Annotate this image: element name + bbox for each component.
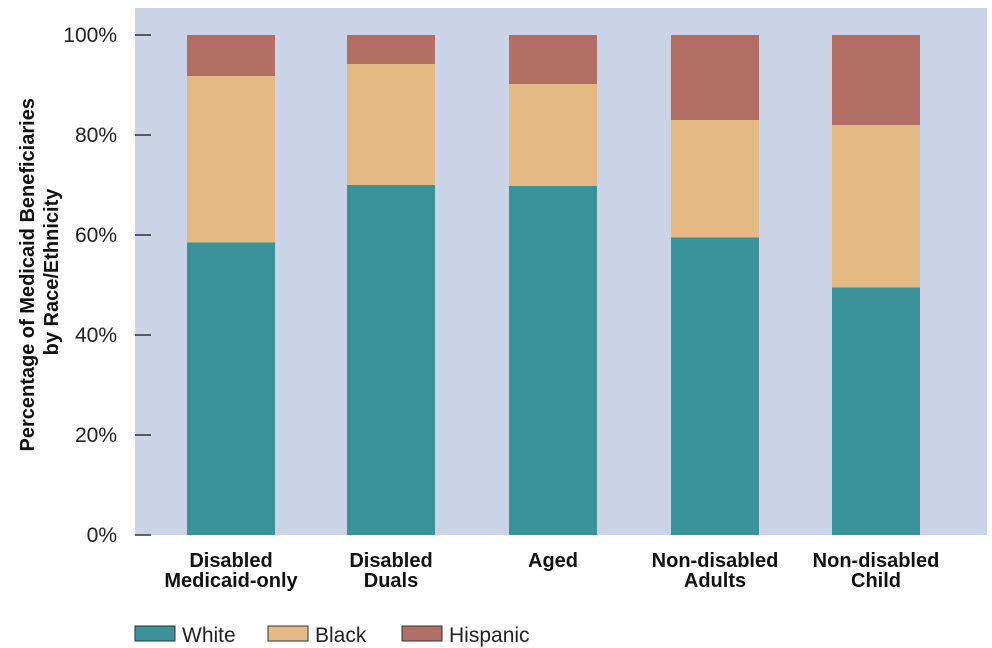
legend-swatch-black: [267, 625, 309, 642]
legend-swatch-white: [134, 625, 176, 642]
bar-white-4: [671, 237, 759, 535]
legend-swatch-hispanic: [401, 625, 443, 642]
y-axis-title: Percentage of Medicaid Beneficiaries by …: [17, 92, 63, 451]
x-category-label-line: Non-disabled: [813, 550, 940, 572]
x-category-label-line: Non-disabled: [652, 550, 779, 572]
bar-hispanic-5: [832, 35, 920, 125]
bar-white-2: [347, 185, 435, 535]
bar-hispanic-4: [671, 35, 759, 120]
y-axis-title-line-2: by Race/Ethnicity: [41, 188, 63, 356]
y-tick-label: 60%: [75, 224, 117, 247]
y-tick-label: 100%: [63, 24, 117, 47]
bar-black-3: [509, 84, 597, 186]
bar-white-1: [187, 242, 275, 535]
x-category-label-line: Medicaid-only: [164, 570, 298, 592]
y-tick-label: 40%: [75, 324, 117, 347]
bar-hispanic-1: [187, 35, 275, 76]
y-axis-title-line-1: Percentage of Medicaid Beneficiaries: [17, 98, 39, 451]
y-tick-label: 0%: [87, 524, 117, 547]
x-category-label-line: Adults: [684, 570, 746, 592]
bars-group: [187, 35, 920, 535]
bar-white-3: [509, 186, 597, 535]
bar-white-5: [832, 287, 920, 535]
y-tick-label: 20%: [75, 424, 117, 447]
bar-black-1: [187, 76, 275, 243]
x-category-label-line: Child: [851, 570, 901, 592]
x-category-label-line: Aged: [528, 550, 578, 572]
y-tick-label: 80%: [75, 124, 117, 147]
x-category-label-line: Duals: [364, 570, 418, 592]
legend-label-black: Black: [315, 624, 367, 647]
y-axis: 0% 20% 40% 60% 80% 100%: [63, 24, 151, 547]
x-category-label: Non-disabled Adults: [652, 550, 779, 592]
legend-label-hispanic: Hispanic: [449, 624, 530, 647]
x-category-label-line: Disabled: [349, 550, 432, 572]
legend: White Black Hispanic: [134, 624, 530, 647]
x-category-label: Disabled Medicaid-only: [164, 550, 298, 592]
x-category-label: Non-disabled Child: [813, 550, 940, 592]
bar-hispanic-2: [347, 35, 435, 64]
bar-hispanic-3: [509, 35, 597, 84]
bar-black-5: [832, 125, 920, 288]
x-category-label-line: Disabled: [189, 550, 272, 572]
legend-label-white: White: [182, 624, 236, 647]
x-category-label: Disabled Duals: [349, 550, 432, 592]
bar-black-2: [347, 64, 435, 185]
bar-black-4: [671, 120, 759, 238]
x-category-label: Aged: [528, 550, 578, 572]
